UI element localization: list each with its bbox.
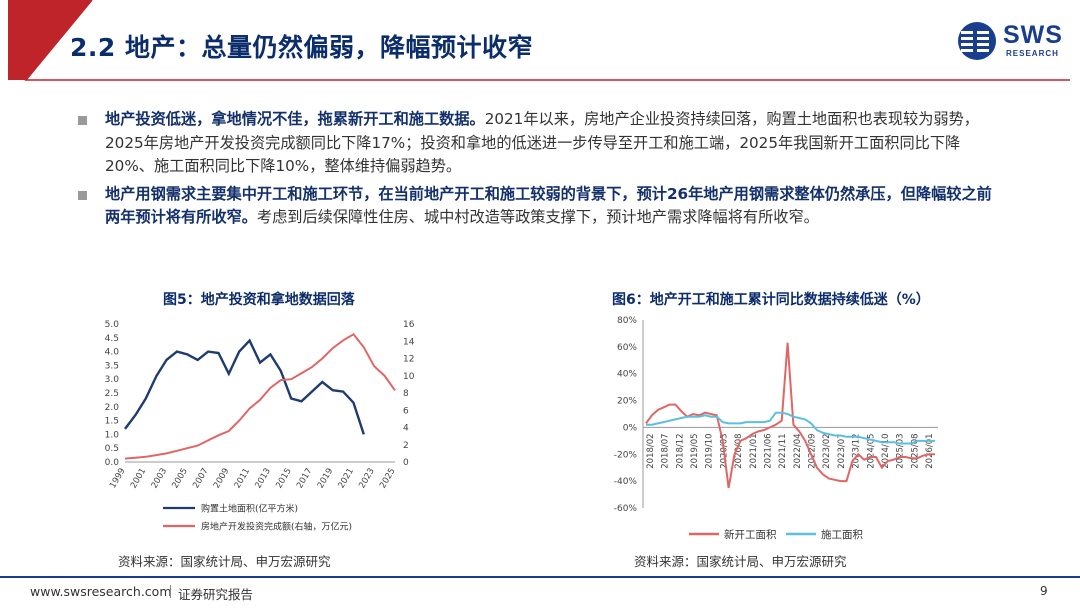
x-tick-label: 2025 — [378, 467, 397, 491]
bullet-bold-text: 地产用钢需求主要集中开工和施工环节，在当前地产开工和施工较弱的背景下，预计26年… — [105, 184, 992, 227]
series-line — [124, 332, 396, 460]
legend-label: 新开工面积 — [724, 528, 777, 541]
y-tick-label: -40% — [614, 477, 638, 487]
x-tick-label: 2018/02 — [646, 433, 656, 468]
x-tick-label: 2013 — [254, 467, 273, 491]
chart2-starts-construction: 80% 60% 40% 20% 0% -20% -40% -60% 2018/02 2018/07… — [614, 316, 938, 541]
series-line — [124, 338, 365, 435]
x-tick-label: 2021 — [337, 467, 356, 491]
logo-text: SWS — [1003, 21, 1063, 49]
legend-label: 购置土地面积(亿平方米) — [201, 503, 298, 515]
y-right-tick-label: 4 — [403, 424, 409, 434]
chart1-title: 图5：地产投资和拿地数据回落 — [163, 292, 355, 308]
y-right-tick-label: 8 — [403, 389, 409, 399]
x-tick-label: 2023/02 — [822, 433, 832, 468]
x-tick-label: 2005 — [170, 467, 189, 491]
x-tick-label: 2025/03 — [896, 433, 906, 468]
x-tick-label: 2019/10 — [705, 433, 715, 468]
y-tick-label: 60% — [617, 343, 637, 353]
series-line — [646, 411, 935, 445]
legend-label: 房地产开发投资完成额(右轴，万亿元) — [201, 521, 352, 533]
y-left-tick-label: 1.0 — [105, 430, 120, 440]
page-number: 9 — [1040, 584, 1048, 598]
sws-logo-icon — [958, 22, 996, 60]
y-left-tick-label: 2.0 — [105, 403, 120, 413]
x-tick-label: 2022/04 — [793, 433, 803, 468]
y-left-tick-label: 3.0 — [105, 375, 120, 385]
y-tick-label: 40% — [617, 370, 637, 380]
y-tick-label: 0% — [623, 423, 638, 433]
title-banner — [8, 0, 1080, 81]
chart2-title: 图6：地产开工和施工累计同比数据持续低迷（%） — [612, 292, 930, 308]
legend-label: 施工面积 — [821, 528, 863, 541]
series-line — [645, 342, 935, 489]
bullet-text: 考虑到后续保障性住房、城中村改造等政策支撑下，预计地产需求降幅将有所收窄。 — [256, 208, 819, 226]
x-tick-label: 2023 — [357, 467, 376, 491]
y-tick-label: 20% — [617, 397, 637, 407]
bullet-list: 地产投资低迷，拿地情况不佳，拖累新开工和施工数据。2021年以来，房地产企业投资… — [75, 108, 995, 234]
footer-separator — [170, 585, 171, 598]
y-right-tick-label: 12 — [403, 355, 414, 365]
x-tick-label: 2023/12 — [852, 433, 862, 468]
x-tick-label: 2009 — [212, 467, 231, 491]
footer-divider — [0, 576, 1080, 578]
y-left-tick-label: 4.0 — [105, 348, 120, 358]
slide-header: 2.2 地产：总量仍然偏弱，降幅预计收窄 SWS RESEARCH — [0, 0, 1080, 90]
footer-website-link[interactable]: www.swsresearch.com — [30, 584, 172, 599]
x-tick-label: 2026/01 — [925, 433, 935, 468]
x-tick-label: 2025/08 — [910, 433, 920, 468]
y-left-tick-label: 1.5 — [105, 417, 119, 427]
y-left-tick-label: 4.5 — [105, 334, 119, 344]
x-tick-label: 2018/12 — [675, 433, 685, 468]
y-right-tick-label: 6 — [403, 406, 409, 416]
y-tick-label: -20% — [614, 450, 638, 460]
x-tick-label: 2017 — [295, 467, 314, 491]
x-tick-label: 2007 — [191, 467, 210, 491]
x-tick-label: 2021/06 — [763, 433, 773, 468]
bullet-text: 2021年以来，房地产企业投资持续回落，购置土地面积也表现较为弱势，2025年房… — [105, 110, 979, 175]
chart1-land-investment: 0.0 0.5 1.0 1.5 2.0 2.5 3.0 3.5 4.0 4.5 5.0 0 2 4 6 8 10… — [105, 320, 415, 533]
x-tick-label: 2001 — [129, 467, 148, 491]
y-left-tick-label: 3.5 — [105, 361, 119, 371]
x-tick-label: 2020/08 — [734, 433, 744, 468]
x-tick-label: 2019 — [316, 467, 335, 491]
x-tick-label: 2011 — [233, 467, 252, 491]
chart1-source: 资料来源：国家统计局、申万宏源研究 — [118, 554, 331, 569]
x-tick-label: 2021/11 — [778, 433, 788, 468]
x-tick-label: 2024/05 — [866, 433, 876, 468]
y-right-tick-label: 2 — [403, 441, 409, 451]
logo-subtext: RESEARCH — [1006, 49, 1059, 58]
square-bullet-icon — [78, 190, 87, 200]
y-left-tick-label: 5.0 — [105, 320, 120, 330]
y-right-tick-label: 0 — [403, 458, 409, 468]
y-tick-label: 80% — [617, 316, 637, 326]
footer-report-label: 证券研究报告 — [178, 587, 254, 602]
y-tick-label: -60% — [614, 504, 638, 514]
x-tick-label: 2024/10 — [881, 433, 891, 468]
x-tick-label: 2022/09 — [808, 433, 818, 468]
y-right-tick-label: 16 — [403, 320, 415, 330]
bullet-item: 地产投资低迷，拿地情况不佳，拖累新开工和施工数据。2021年以来，房地产企业投资… — [75, 108, 995, 179]
x-tick-label: 2015 — [274, 467, 293, 491]
square-bullet-icon — [78, 116, 87, 125]
chart2-source: 资料来源：国家统计局、申万宏源研究 — [634, 554, 847, 569]
y-left-tick-label: 0.5 — [105, 444, 119, 454]
page-title: 2.2 地产：总量仍然偏弱，降幅预计收窄 — [70, 33, 533, 62]
x-tick-label: 2018/07 — [661, 433, 671, 468]
y-left-tick-label: 2.5 — [105, 389, 119, 399]
y-right-tick-label: 10 — [403, 372, 415, 382]
x-tick-label: 2003 — [150, 467, 169, 491]
y-left-tick-label: 0.0 — [105, 458, 120, 468]
bullet-bold-text: 地产投资低迷，拿地情况不佳，拖累新开工和施工数据。 — [105, 110, 485, 128]
x-tick-label: 2019/05 — [690, 433, 700, 468]
y-right-tick-label: 14 — [403, 337, 415, 347]
x-tick-label: 2023/07 — [837, 433, 847, 468]
bullet-item: 地产用钢需求主要集中开工和施工环节，在当前地产开工和施工较弱的背景下，预计26年… — [75, 183, 995, 230]
x-tick-label: 1999 — [108, 467, 127, 491]
x-tick-label: 2021/01 — [749, 433, 759, 468]
